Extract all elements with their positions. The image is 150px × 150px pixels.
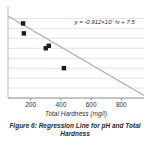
- regression-line: [8, 16, 144, 96]
- grid-line: [8, 88, 144, 89]
- x-axis-label: Total Hardness (mg/l): [45, 110, 107, 118]
- x-tick-label: 600: [86, 101, 97, 108]
- grid-line: [8, 68, 144, 69]
- title: Figure 6: Regression Line for pH and Tot…: [9, 122, 140, 137]
- grid-line: [8, 38, 144, 39]
- equation: y = -0.912×10⁻³x + 7.5: [73, 19, 135, 25]
- grid: [8, 18, 144, 88]
- grid-line: [8, 48, 144, 49]
- y-axis-line: [8, 6, 9, 98]
- grid-line: [8, 58, 144, 59]
- x-tick-label: 800: [116, 101, 127, 108]
- scatter-point: [22, 31, 26, 35]
- x-tick-label: 200: [25, 101, 36, 108]
- scatter-point: [21, 21, 25, 25]
- scatter-point: [62, 66, 66, 70]
- scatter-point: [47, 44, 51, 48]
- grid-line: [8, 78, 144, 79]
- x-tick-label: 400: [55, 101, 66, 108]
- x-axis-line: [8, 98, 144, 99]
- chart: 200 400 600 800 y = -0.912×10⁻³x + 7.5 Total …: [0, 0, 150, 150]
- plot-marks: [8, 16, 144, 96]
